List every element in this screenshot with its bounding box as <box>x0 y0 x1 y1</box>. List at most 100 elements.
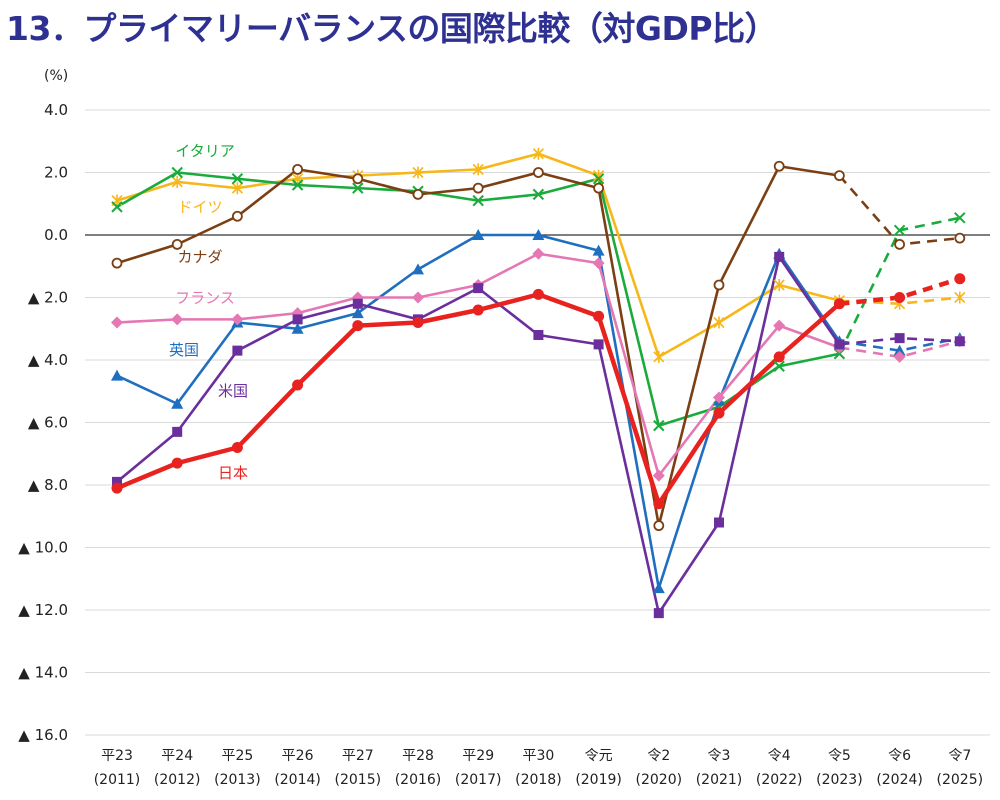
marker-circle-open <box>171 238 183 250</box>
marker-asterisk <box>472 163 484 176</box>
y-tick-label: ▲ 12.0 <box>18 601 68 619</box>
marker-circle <box>352 320 364 332</box>
marker-circle-open <box>352 173 364 185</box>
x-tick-label: 平30 <box>522 748 554 764</box>
marker-asterisk <box>713 316 725 329</box>
x-tick-sublabel: (2020) <box>636 772 683 788</box>
series-label: 日本 <box>218 464 248 482</box>
marker-square <box>894 333 905 344</box>
marker-triangle <box>592 244 605 256</box>
x-tick-sublabel: (2012) <box>154 772 201 788</box>
marker-circle-open <box>954 232 966 244</box>
marker-triangle <box>171 397 184 409</box>
series-label: 米国 <box>218 382 248 400</box>
x-tick-label: 令2 <box>647 748 670 764</box>
marker-circle <box>171 457 183 469</box>
x-tick-sublabel: (2015) <box>335 772 382 788</box>
marker-asterisk <box>954 291 966 304</box>
marker-asterisk <box>773 279 785 291</box>
marker-x <box>231 173 244 185</box>
series-label: ドイツ <box>177 198 222 216</box>
series-label: 英国 <box>169 341 199 359</box>
x-tick-label: 令5 <box>828 748 851 764</box>
series-label: イタリア <box>175 142 234 160</box>
marker-circle <box>593 310 605 322</box>
x-tick-label: 令元 <box>585 748 613 764</box>
marker-circle-open <box>231 210 243 222</box>
marker-circle <box>292 379 304 391</box>
x-tick-label: 令4 <box>768 748 791 764</box>
marker-circle <box>653 498 665 510</box>
marker-circle-open <box>593 182 604 194</box>
x-tick-sublabel: (2021) <box>696 772 743 788</box>
x-tick-sublabel: (2016) <box>395 772 442 788</box>
marker-circle <box>472 304 484 316</box>
marker-asterisk <box>231 182 243 195</box>
x-tick-label: 平28 <box>402 748 434 764</box>
marker-circle <box>954 273 966 285</box>
marker-square <box>653 608 664 619</box>
marker-circle-open <box>412 188 424 200</box>
x-tick-label: 平25 <box>221 748 253 764</box>
marker-circle <box>713 407 725 419</box>
marker-diamond <box>231 313 244 326</box>
x-tick-label: 令7 <box>948 748 971 764</box>
marker-square <box>172 426 183 437</box>
marker-x <box>893 224 906 237</box>
x-tick-sublabel: (2023) <box>816 772 863 788</box>
x-tick-sublabel: (2019) <box>575 772 622 788</box>
marker-circle-open <box>472 182 484 194</box>
marker-asterisk <box>412 166 424 179</box>
marker-diamond <box>171 313 184 326</box>
marker-circle-open <box>111 257 123 269</box>
marker-x <box>954 212 966 224</box>
marker-circle <box>231 442 243 453</box>
marker-x <box>592 173 605 185</box>
marker-circle-open <box>713 279 725 291</box>
marker-asterisk <box>653 350 665 363</box>
y-tick-label: ▲ 8.0 <box>28 476 68 494</box>
marker-asterisk <box>171 175 183 188</box>
y-tick-label: ▲ 2.0 <box>28 289 68 307</box>
marker-diamond <box>111 316 123 329</box>
chart-title: 13．プライマリーバランスの国際比較（対GDP比） <box>6 9 778 48</box>
x-tick-label: 平24 <box>161 748 193 764</box>
x-tick-label: 平27 <box>342 748 374 764</box>
x-tick-label: 平26 <box>282 748 314 764</box>
marker-x <box>111 201 123 213</box>
x-tick-sublabel: (2014) <box>274 772 321 788</box>
marker-square <box>232 345 243 356</box>
x-tick-sublabel: (2025) <box>937 772 984 788</box>
x-tick-sublabel: (2017) <box>455 772 502 788</box>
marker-square <box>714 517 724 528</box>
marker-circle-open <box>894 238 905 250</box>
marker-square <box>473 283 484 294</box>
marker-circle <box>894 292 906 303</box>
marker-square <box>954 336 965 347</box>
x-tick-label: 令3 <box>708 748 731 764</box>
marker-square <box>533 330 544 340</box>
axes: (%) 4.0 2.0 0.0 ▲ 2.0 ▲ 4.0 ▲ 6.0 ▲ 8.0 ▲ 10.0 ▲ … <box>18 68 983 788</box>
marker-triangle <box>291 322 304 334</box>
marker-x <box>532 188 545 201</box>
marker-circle-open <box>834 170 845 182</box>
marker-x <box>472 194 484 207</box>
marker-circle-open <box>653 520 665 532</box>
marker-square <box>834 339 845 350</box>
x-tick-sublabel: (2011) <box>94 772 141 788</box>
marker-circle-open <box>533 167 544 178</box>
x-tick-label: 平29 <box>462 748 494 764</box>
marker-diamond <box>713 391 725 404</box>
marker-x <box>352 182 364 194</box>
marker-x <box>171 166 183 179</box>
y-tick-label: ▲ 14.0 <box>18 664 68 682</box>
series-label: フランス <box>175 289 235 307</box>
x-tick-label: 令6 <box>888 748 911 764</box>
y-tick-label: ▲ 16.0 <box>18 726 68 744</box>
marker-square <box>774 251 785 262</box>
marker-square <box>352 298 363 309</box>
marker-triangle <box>111 369 123 381</box>
marker-diamond <box>532 247 545 260</box>
